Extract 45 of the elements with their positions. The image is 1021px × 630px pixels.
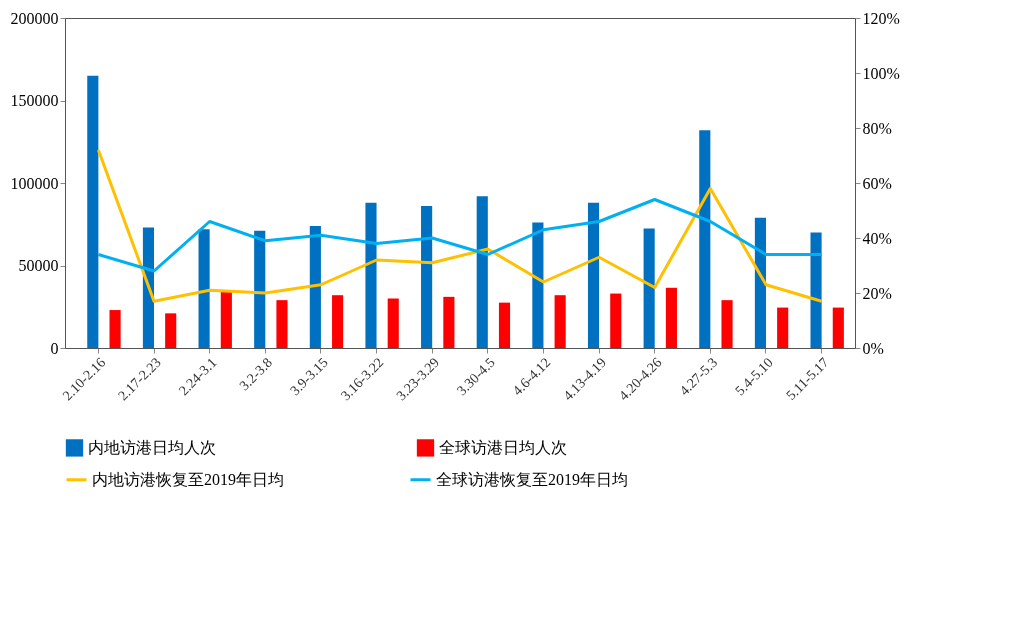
line-series [96, 148, 824, 303]
bar [777, 307, 789, 348]
bar [165, 313, 177, 348]
bar [87, 75, 99, 348]
bar [554, 295, 566, 348]
line-series [96, 198, 824, 273]
bar [332, 295, 344, 348]
y2-tick-label: 80% [862, 119, 892, 137]
y2-tick-label: 40% [862, 229, 892, 247]
y-tick-label: 100000 [10, 174, 59, 192]
bar [643, 228, 655, 348]
y-tick-label: 200000 [10, 9, 59, 27]
legend-label: 全球访港日均人次 [439, 438, 567, 456]
legend-label: 内地访港日均人次 [88, 438, 216, 456]
y2-tick-label: 100% [862, 64, 900, 82]
y-tick-label: 150000 [10, 92, 59, 109]
y-tick-label: 50000 [18, 257, 59, 274]
bar [610, 293, 622, 348]
bar [198, 229, 210, 348]
bar [421, 206, 433, 348]
bar [109, 310, 121, 348]
y-tick-label: 0 [50, 339, 59, 357]
legend-label: 全球访港恢复至2019年日均 [436, 470, 628, 488]
bar [254, 230, 266, 348]
y2-tick-label: 120% [862, 9, 900, 27]
legend-label: 内地访港恢复至2019年日均 [92, 470, 284, 488]
bar [754, 217, 766, 348]
bar [832, 307, 844, 348]
bar [810, 232, 822, 348]
bar [721, 300, 733, 348]
bar [443, 296, 455, 348]
bar [498, 302, 511, 348]
bar [532, 222, 544, 348]
bar [220, 291, 232, 348]
bar [587, 202, 600, 348]
bar [699, 130, 711, 348]
bar [476, 196, 488, 348]
y2-tick-label: 60% [862, 174, 892, 192]
bar [387, 298, 399, 348]
y2-tick-label: 0% [862, 339, 884, 357]
bar [276, 300, 288, 348]
bar [365, 202, 377, 348]
bar [665, 287, 677, 348]
y2-tick-label: 20% [862, 284, 892, 302]
bar [309, 225, 321, 348]
